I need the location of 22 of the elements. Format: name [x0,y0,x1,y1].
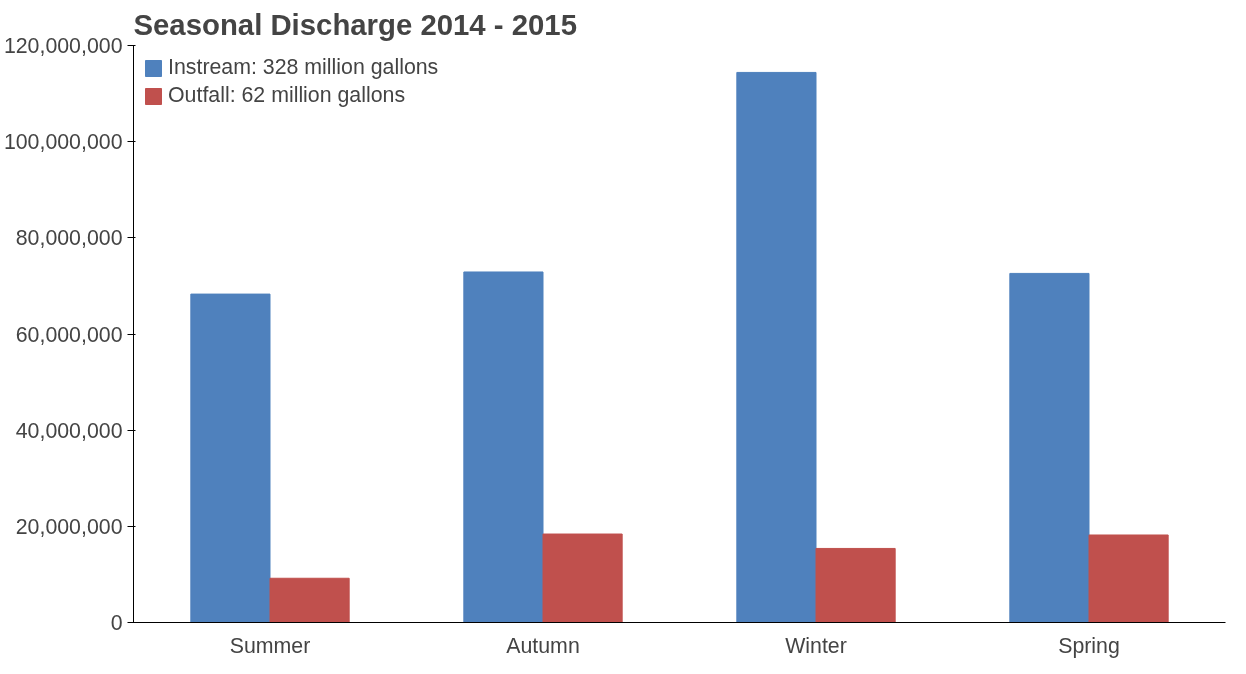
chart-title: Seasonal Discharge 2014 - 2015 [133,7,577,41]
y-tick-label: 40,000,000 [15,418,123,443]
x-tick-label: Winter [785,633,847,658]
y-tick-label: 120,000,000 [3,34,123,58]
legend-label: Instream: 328 million gallons [168,55,439,80]
y-tick-label: 80,000,000 [15,226,123,251]
legend-label: Outfall: 62 million gallons [168,83,406,108]
bar [463,271,544,623]
bar [1009,272,1090,623]
x-tick-label: Spring [1058,633,1120,658]
x-tick-label: Autumn [506,633,580,658]
bar [542,533,623,623]
bar [190,293,271,623]
y-tick-label: 0 [110,611,123,635]
bar [815,547,896,623]
bar [1088,534,1169,623]
y-tick-label: 100,000,000 [3,130,123,155]
y-tick-label: 60,000,000 [15,322,123,347]
bar [736,71,817,623]
bar [269,577,350,623]
y-tick-label: 20,000,000 [15,514,123,539]
x-tick-label: Summer [229,633,311,658]
